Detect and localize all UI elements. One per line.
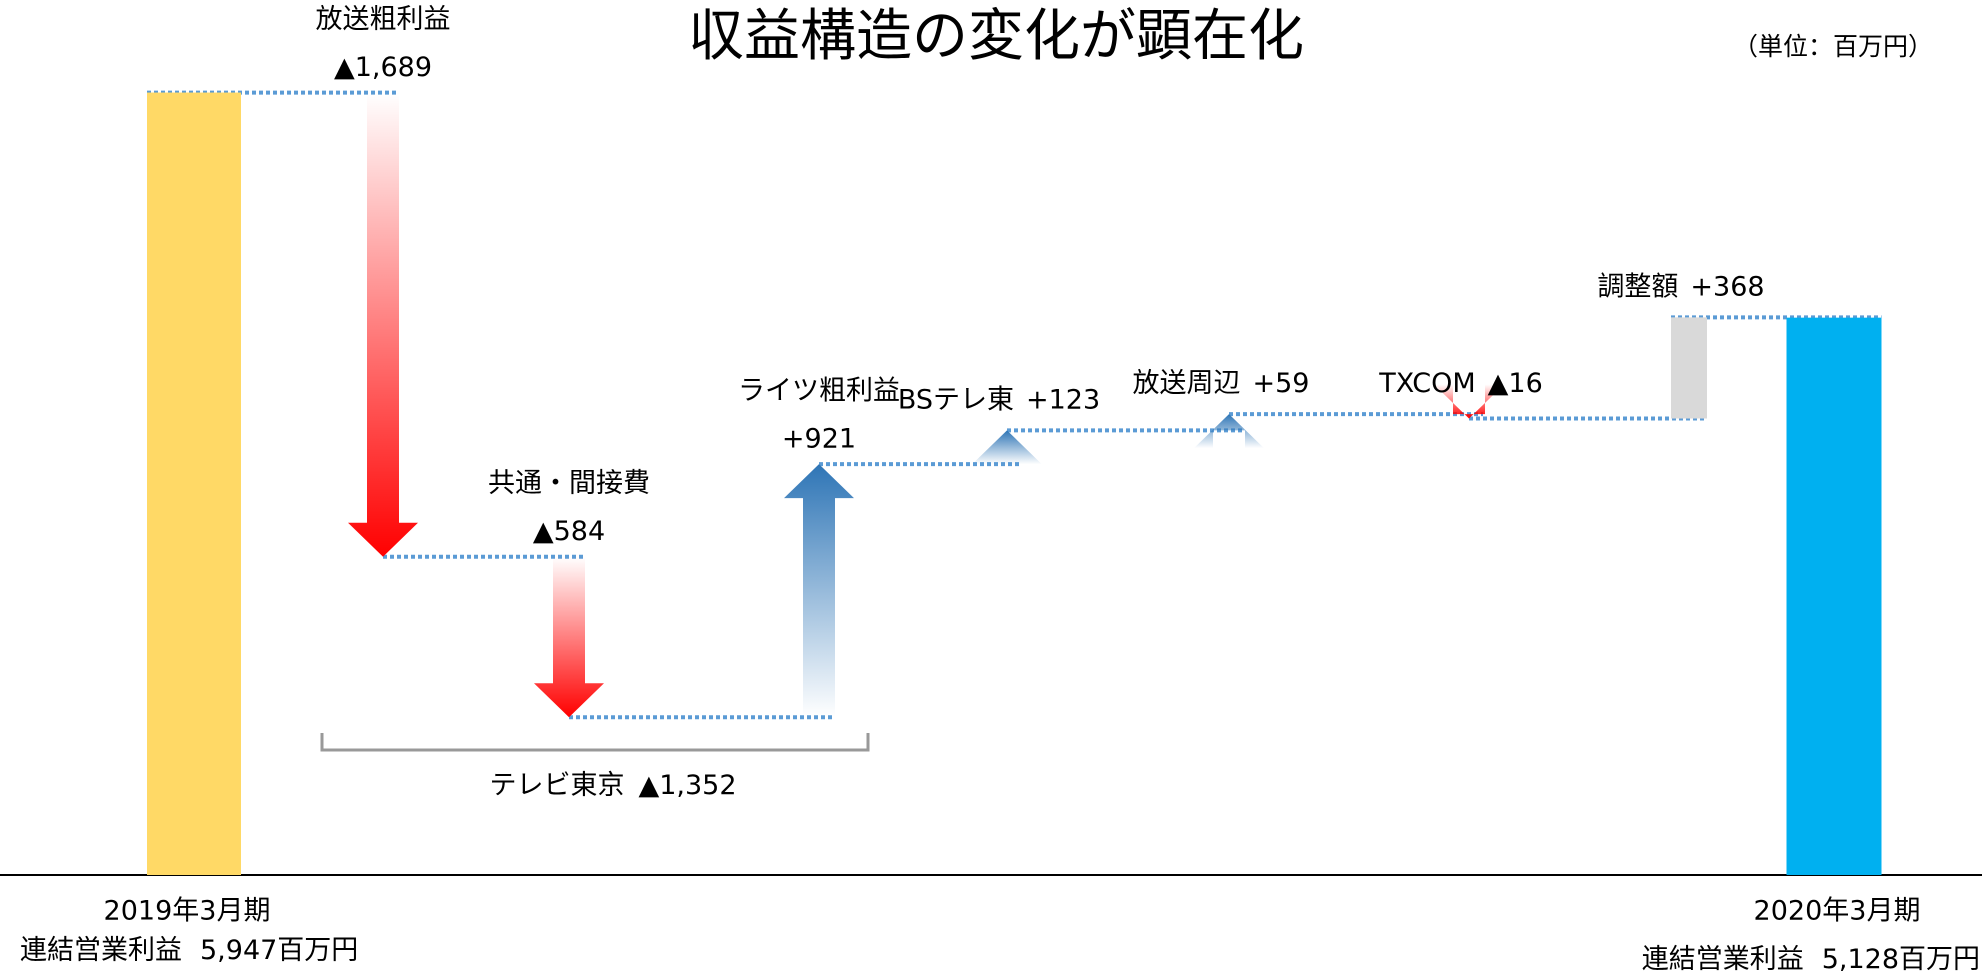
annotation-text: テレビ東京 [489,770,624,801]
bar [1786,317,1882,875]
arrow [1434,384,1504,419]
annotation: テレビ東京 ▲1,352 [489,770,736,801]
step-label: TXCOM ▲16 [1378,368,1543,399]
step-label: 放送周辺 +59 [1133,368,1310,399]
step-label: 調整額 +368 [1597,271,1764,302]
category-label: 2020年3月期 [1754,896,1921,927]
value-label: ▲16 [1488,368,1543,399]
value-label: +921 [782,424,856,455]
value-label: +59 [1253,368,1310,399]
category-label: BSテレ東 [898,384,1014,415]
category-label: 共通・間接費 [488,468,650,499]
category-label: ライツ粗利益 [738,376,900,407]
total-name: 連結営業利益 [20,935,182,966]
step-label: BSテレ東 +123 [898,384,1100,415]
unit-label: （単位：百万円） [1733,32,1933,61]
arrow [534,556,604,718]
category-label: 調整額 [1597,271,1678,302]
total-value: 5,947百万円 [200,935,358,966]
category-label: 放送粗利益 [316,4,451,35]
arrow [784,464,854,718]
value-label: ▲584 [533,516,605,547]
total-value: 5,128百万円 [1822,944,1980,974]
bar [1671,317,1707,419]
chart-title: 収益構造の変化が顕在化 [688,4,1304,69]
total-label: 連結営業利益 5,947百万円 [20,935,358,966]
bar [147,92,241,876]
arrow [1194,414,1264,449]
value-label: +368 [1690,271,1764,302]
total-name: 連結営業利益 [1642,944,1804,974]
category-label: 放送周辺 [1133,368,1241,399]
arrow [348,92,418,557]
bracket [320,733,870,752]
arrow [972,430,1042,465]
category-label: 2019年3月期 [104,896,271,927]
value-label: ▲1,689 [334,52,432,83]
category-label: TXCOM [1378,368,1475,399]
value-label: +123 [1026,384,1100,415]
total-label: 連結営業利益 5,128百万円 [1642,944,1980,974]
annotation-value: ▲1,352 [638,770,736,801]
